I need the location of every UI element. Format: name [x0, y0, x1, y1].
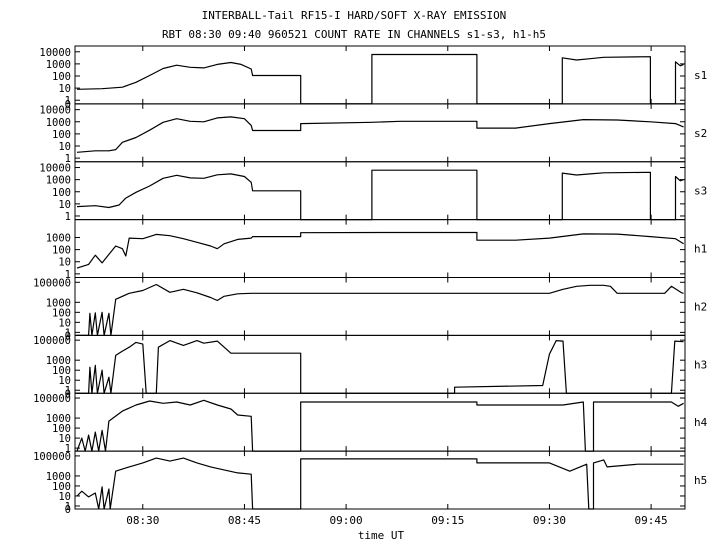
- y-tick-label: 100: [52, 481, 71, 493]
- chart-title: INTERBALL-Tail RF15-I HARD/SOFT X-RAY EM…: [202, 9, 507, 22]
- panel-frame: [74, 450, 686, 510]
- y-tick-label: 100: [52, 245, 71, 257]
- y-tick-label: 10: [58, 257, 71, 269]
- y-tick-label: 1: [65, 501, 71, 513]
- y-tick-label: 100000: [33, 277, 71, 289]
- panel-frame: [74, 219, 686, 278]
- panel-label: h3: [694, 358, 707, 371]
- series-line-h3: [77, 340, 684, 394]
- panel-label: s3: [694, 185, 707, 198]
- y-tick-label: 100: [52, 129, 71, 141]
- y-tick-label: 100000: [33, 335, 71, 347]
- y-tick-label: 1: [65, 211, 71, 223]
- y-tick-label: 10000: [39, 105, 71, 117]
- panel-label: h1: [694, 243, 707, 256]
- panels: 1000010001001010s1100001000100101s210000…: [33, 45, 708, 516]
- y-tick-label: 1000: [46, 175, 71, 187]
- y-tick-label: 10: [58, 199, 71, 211]
- x-tick-label: 09:45: [635, 514, 668, 527]
- y-tick-label: 100: [52, 307, 71, 319]
- y-tick-label: 10: [58, 141, 71, 153]
- y-tick-label: 100: [52, 365, 71, 377]
- y-tick-label: 1000: [46, 471, 71, 483]
- y-tick-label: 0: [65, 330, 71, 342]
- panel-label: s2: [694, 127, 707, 140]
- y-tick-label: 1: [65, 385, 71, 397]
- y-tick-label: 100: [52, 423, 71, 435]
- y-tick-label: 10: [58, 83, 71, 95]
- panel-label: s1: [694, 69, 707, 82]
- chart-subtitle: RBT 08:30 09:40 960521 COUNT RATE IN CHA…: [162, 28, 546, 41]
- y-tick-label: 10000: [39, 47, 71, 59]
- y-tick-label: 1000: [46, 355, 71, 367]
- y-tick-label: 1000: [46, 233, 71, 245]
- y-tick-label: 1000: [46, 413, 71, 425]
- panel-label: h2: [694, 300, 707, 313]
- y-tick-label: 10: [58, 317, 71, 329]
- series-line-h5: [76, 457, 684, 510]
- y-tick-label: 100: [52, 71, 71, 83]
- y-tick-label: 100000: [33, 393, 71, 405]
- y-tick-label: 1000: [46, 59, 71, 71]
- panel-frame: [74, 103, 686, 163]
- x-tick-label: 09:15: [431, 514, 464, 527]
- y-tick-label: 1: [65, 327, 71, 339]
- y-tick-label: 100000: [33, 451, 71, 463]
- series-line-s3: [76, 169, 684, 221]
- y-tick-label: 1000: [46, 297, 71, 309]
- y-tick-label: 0: [65, 388, 71, 400]
- x-axis-label: time UT: [358, 529, 405, 542]
- y-tick-label: 0: [65, 99, 71, 111]
- series-line-s1: [76, 53, 684, 105]
- series-line-h2: [77, 283, 684, 336]
- y-tick-label: 10000: [39, 163, 71, 175]
- y-tick-label: 0: [65, 504, 71, 516]
- series-line-s2: [76, 116, 684, 153]
- series-line-h4: [76, 399, 684, 452]
- x-axis: 08:30 08:45 09:00 09:15 09:30 09:45: [126, 514, 667, 527]
- y-tick-label: 1000: [46, 117, 71, 129]
- y-tick-label: 10: [58, 433, 71, 445]
- x-tick-label: 08:30: [126, 514, 159, 527]
- y-tick-label: 10: [58, 491, 71, 503]
- series-line-h1: [76, 231, 684, 269]
- y-tick-label: 1: [65, 153, 71, 165]
- panel-frame: [74, 277, 686, 336]
- x-tick-label: 09:30: [533, 514, 566, 527]
- y-tick-label: 1: [65, 443, 71, 455]
- panel-label: h5: [694, 474, 707, 487]
- y-tick-label: 1: [65, 269, 71, 281]
- y-tick-label: 1: [65, 95, 71, 107]
- x-tick-label: 08:45: [228, 514, 261, 527]
- y-tick-label: 100: [52, 187, 71, 199]
- panel-label: h4: [694, 416, 708, 429]
- y-tick-label: 10: [58, 375, 71, 387]
- x-tick-label: 09:00: [330, 514, 363, 527]
- panel-frame: [74, 334, 686, 394]
